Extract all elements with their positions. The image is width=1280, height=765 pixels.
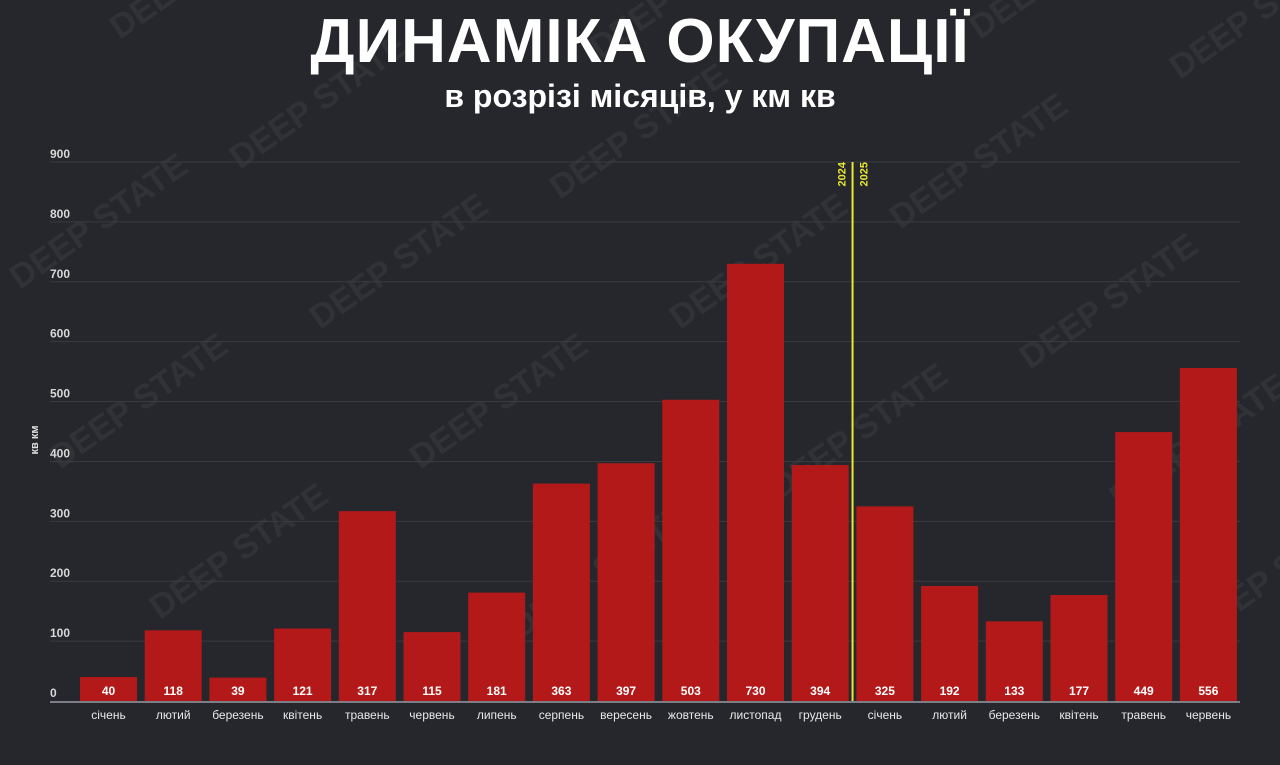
bar — [985, 621, 1043, 701]
bar — [662, 399, 720, 701]
bar — [1179, 368, 1237, 701]
x-tick-label: листопад — [730, 708, 782, 722]
year-label-2024: 2024 — [837, 161, 849, 186]
watermark-text: DEEP STATE — [1163, 0, 1280, 87]
watermark-text: DEEP STATE — [303, 186, 495, 336]
y-tick-label: 200 — [50, 566, 70, 580]
x-tick-label: жовтень — [668, 708, 714, 722]
x-tick-label: серпень — [539, 708, 584, 722]
bar-value-label: 449 — [1134, 684, 1154, 698]
y-tick-label: 0 — [50, 686, 57, 700]
x-tick-label: вересень — [600, 708, 652, 722]
x-tick-label: березень — [212, 708, 263, 722]
chart-title: ДИНАМІКА ОКУПАЦІЇ — [310, 7, 970, 76]
bar — [921, 586, 979, 701]
x-tick-label: лютий — [932, 708, 967, 722]
watermark-text: DEEP STATE — [543, 56, 735, 206]
bar — [209, 677, 267, 701]
y-tick-label: 600 — [50, 327, 70, 341]
bar — [274, 628, 332, 701]
bar — [532, 483, 590, 701]
bar — [597, 463, 655, 701]
bar-value-label: 121 — [293, 684, 313, 698]
y-tick-label: 300 — [50, 506, 70, 520]
x-tick-label: травень — [345, 708, 390, 722]
x-tick-label: червень — [1186, 708, 1231, 722]
bar-value-label: 730 — [745, 684, 765, 698]
watermark-text: DEEP STATE — [223, 26, 415, 176]
bar-value-label: 115 — [422, 684, 442, 698]
watermark-text: DEEP STATE — [3, 146, 195, 296]
bar — [468, 592, 526, 701]
watermark-text: DEEP STATE — [143, 476, 335, 626]
bar-value-label: 118 — [164, 684, 184, 698]
bar — [856, 506, 914, 701]
bar-value-label: 503 — [681, 684, 701, 698]
bar-value-label: 317 — [357, 684, 377, 698]
bar — [727, 263, 784, 701]
bar-value-label: 397 — [616, 684, 636, 698]
y-tick-label: 800 — [50, 207, 70, 221]
watermark-text: DEEP STATE — [1013, 226, 1205, 376]
x-tick-label: травень — [1121, 708, 1166, 722]
bar-value-label: 181 — [487, 684, 507, 698]
bar — [403, 632, 461, 701]
y-tick-label: 500 — [50, 387, 70, 401]
x-tick-label: липень — [477, 708, 517, 722]
y-tick-label: 700 — [50, 267, 70, 281]
x-tick-label: січень — [91, 708, 125, 722]
bar — [791, 465, 849, 701]
x-tick-label: квітень — [283, 708, 322, 722]
bar — [80, 677, 137, 701]
bar-value-label: 39 — [231, 684, 245, 698]
bar-value-label: 394 — [810, 684, 830, 698]
bar-value-label: 192 — [940, 684, 960, 698]
bar — [338, 511, 396, 701]
x-tick-label: лютий — [156, 708, 191, 722]
bar — [1050, 594, 1108, 701]
x-tick-label: січень — [868, 708, 902, 722]
x-tick-label: березень — [989, 708, 1040, 722]
year-label-2025: 2025 — [859, 162, 871, 186]
y-tick-label: 400 — [50, 446, 70, 460]
x-tick-label: квітень — [1059, 708, 1098, 722]
bar-value-label: 363 — [551, 684, 571, 698]
bar-value-label: 556 — [1198, 684, 1218, 698]
watermark-text: DEEP STATE — [883, 86, 1075, 236]
watermark-text: DEEP STATE — [103, 0, 295, 47]
bar-value-label: 133 — [1004, 684, 1024, 698]
bar-value-label: 177 — [1069, 684, 1089, 698]
y-axis-label: кв км — [29, 426, 41, 455]
x-tick-label: червень — [409, 708, 454, 722]
bar — [144, 630, 202, 701]
chart-subtitle: в розрізі місяців, у км кв — [444, 78, 836, 114]
bar-value-label: 325 — [875, 684, 895, 698]
x-tick-label: грудень — [799, 708, 842, 722]
y-tick-label: 100 — [50, 626, 70, 640]
y-tick-label: 900 — [50, 147, 70, 161]
bar-value-label: 40 — [102, 684, 116, 698]
watermark-text: DEEP STATE — [963, 0, 1155, 47]
watermark-text: DEEP STATE — [763, 356, 955, 506]
bar — [1115, 432, 1173, 701]
watermark-text: DEEP STATE — [583, 0, 775, 67]
